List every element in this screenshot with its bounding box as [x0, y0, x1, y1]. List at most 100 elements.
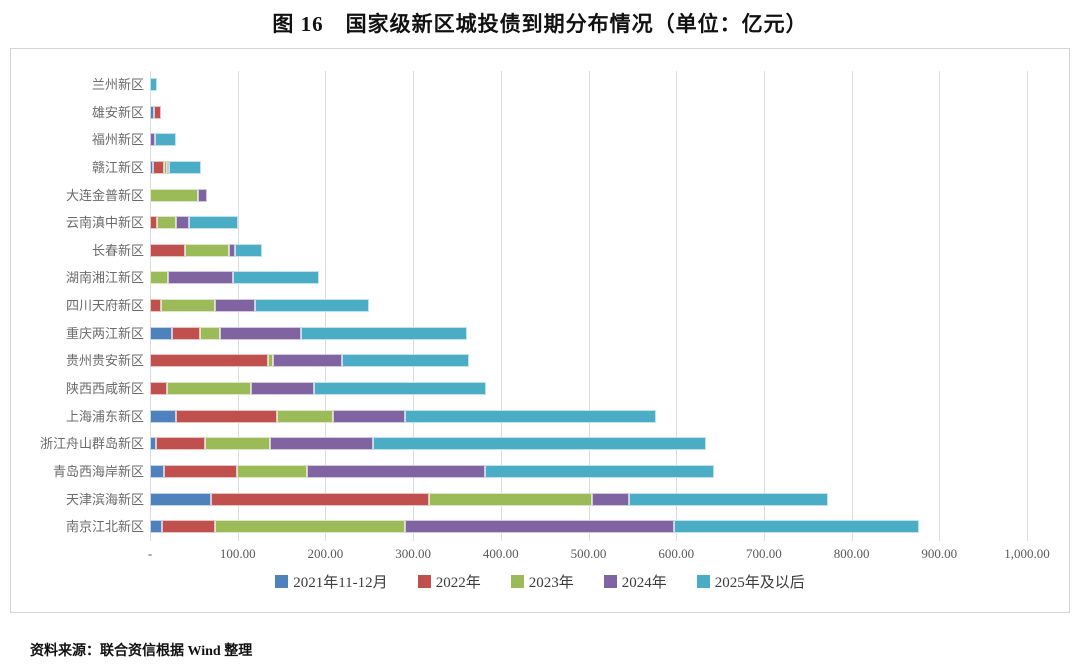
- category-label: 长春新区: [91, 242, 144, 258]
- bar-segment: [628, 492, 828, 506]
- stacked-bar: [150, 492, 828, 506]
- bar-segment: [333, 409, 406, 423]
- bar-row: [150, 347, 1027, 375]
- x-tick-label: 100.00: [219, 546, 256, 561]
- y-axis-labels: 兰州新区 雄安新区 福州新区 赣江新区 大连金普新区 云南滇中新区 长春新区 湖南湘江新区 四川…: [17, 71, 144, 541]
- category-label: 雄安新区: [91, 104, 144, 120]
- x-tick-label: 400.00: [482, 546, 519, 561]
- bar-segment: [155, 133, 177, 147]
- bar-segment: [210, 492, 429, 506]
- bar-segment: [313, 382, 486, 396]
- bar-segment: [150, 243, 186, 257]
- bar-segment: [161, 299, 215, 313]
- bar-segment: [270, 437, 373, 451]
- bar-segment: [169, 160, 201, 174]
- stacked-bar: [150, 354, 470, 368]
- bar-segment: [164, 464, 237, 478]
- x-tick-label: 600.00: [658, 546, 695, 561]
- bar-segment: [176, 409, 278, 423]
- bar-segment: [150, 78, 158, 91]
- bar-segment: [214, 520, 406, 534]
- bar-segment: [150, 382, 167, 396]
- category-label: 浙江舟山群岛新区: [39, 436, 144, 452]
- category-label: 四川天府新区: [65, 298, 144, 314]
- category-label: 南京江北新区: [65, 519, 144, 535]
- stacked-bar: [150, 437, 706, 451]
- bar-segment: [484, 464, 714, 478]
- stacked-bar: [150, 382, 486, 396]
- stacked-bar: [150, 216, 238, 230]
- bar-segment: [300, 326, 468, 340]
- bar-segment: [150, 492, 211, 506]
- bar-segment: [152, 160, 165, 174]
- bar-segment: [164, 160, 167, 174]
- bar-row: [150, 375, 1027, 403]
- bar-segment: [150, 105, 155, 119]
- bar-segment: [372, 437, 706, 451]
- source-note: 资料来源：联合资信根据 Wind 整理: [30, 644, 253, 659]
- bar-row: [150, 430, 1027, 458]
- stacked-bar: [150, 188, 207, 202]
- category-label: 重庆两江新区: [65, 325, 144, 341]
- category-label: 兰州新区: [91, 77, 144, 92]
- bar-segment: [176, 216, 189, 230]
- legend-label: 2022年: [435, 575, 481, 591]
- gridline: [851, 71, 853, 541]
- gridline: [413, 71, 415, 541]
- bar-segment: [162, 520, 215, 534]
- gridline: [676, 71, 678, 541]
- bar-segment: [272, 354, 343, 368]
- chart-frame: 兰州新区 雄安新区 福州新区 赣江新区 大连金普新区 云南滇中新区 长春新区 湖南湘江新区 四川…: [10, 48, 1070, 613]
- bar-segment: [156, 437, 206, 451]
- bar-segment: [166, 382, 251, 396]
- bar-row: [150, 209, 1027, 237]
- x-tick-label: 500.00: [570, 546, 607, 561]
- category-label: 陕西西咸新区: [65, 381, 144, 397]
- category-label: 赣江新区: [91, 159, 144, 175]
- category-label: 天津滨海新区: [65, 491, 144, 507]
- legend-swatch-icon: [696, 575, 710, 588]
- legend: 2021年11-12月 2022年 2023年 2024年 2025年及以后: [11, 571, 1069, 592]
- gridline: [588, 71, 590, 541]
- bar-segment: [255, 299, 370, 313]
- category-label: 上海浦东新区: [65, 408, 144, 424]
- figure-title: 图 16 国家级新区城投债到期分布情况（单位：亿元）: [272, 12, 808, 36]
- legend-label: 2024年: [621, 575, 667, 591]
- legend-item: 2024年: [603, 571, 667, 592]
- x-tick-label: 1,000.00: [1004, 546, 1050, 561]
- bar-segment: [166, 160, 170, 174]
- bar-segment: [235, 243, 263, 257]
- bar-segment: [150, 271, 169, 285]
- legend-label: 2023年: [528, 575, 574, 591]
- legend-item: 2025年及以后: [696, 571, 805, 592]
- bar-segment: [250, 382, 314, 396]
- gridline: [500, 71, 502, 541]
- bar-segment: [150, 437, 157, 451]
- bar-row: [150, 126, 1027, 154]
- bar-segment: [150, 133, 156, 147]
- category-label: 云南滇中新区: [65, 215, 144, 231]
- bar-segment: [205, 437, 271, 451]
- bar-row: [150, 237, 1027, 265]
- x-axis-labels: - 100.00 200.00 300.00 400.00 500.00 600.00 700…: [148, 546, 1050, 564]
- bar-segment: [199, 326, 221, 340]
- bar-segment: [674, 520, 920, 534]
- bar-segment: [214, 299, 256, 313]
- stacked-bar: [150, 133, 177, 147]
- stacked-bar: [150, 464, 714, 478]
- legend-label: 2021年11-12月: [293, 575, 388, 591]
- category-label: 贵州贵安新区: [65, 353, 144, 369]
- bar-segment: [150, 409, 177, 423]
- legend-item: 2023年: [510, 571, 574, 592]
- stacked-bar: [150, 160, 201, 174]
- stacked-bar: [150, 520, 920, 534]
- bar-row: [150, 513, 1027, 541]
- bar-segment: [233, 271, 320, 285]
- bar-row: [150, 458, 1027, 486]
- stacked-bar: [150, 409, 656, 423]
- legend-label: 2025年及以后: [714, 575, 805, 591]
- bar-segment: [405, 409, 656, 423]
- bar-segment: [405, 520, 675, 534]
- bar-segment: [150, 299, 162, 313]
- bar-segment: [268, 354, 273, 368]
